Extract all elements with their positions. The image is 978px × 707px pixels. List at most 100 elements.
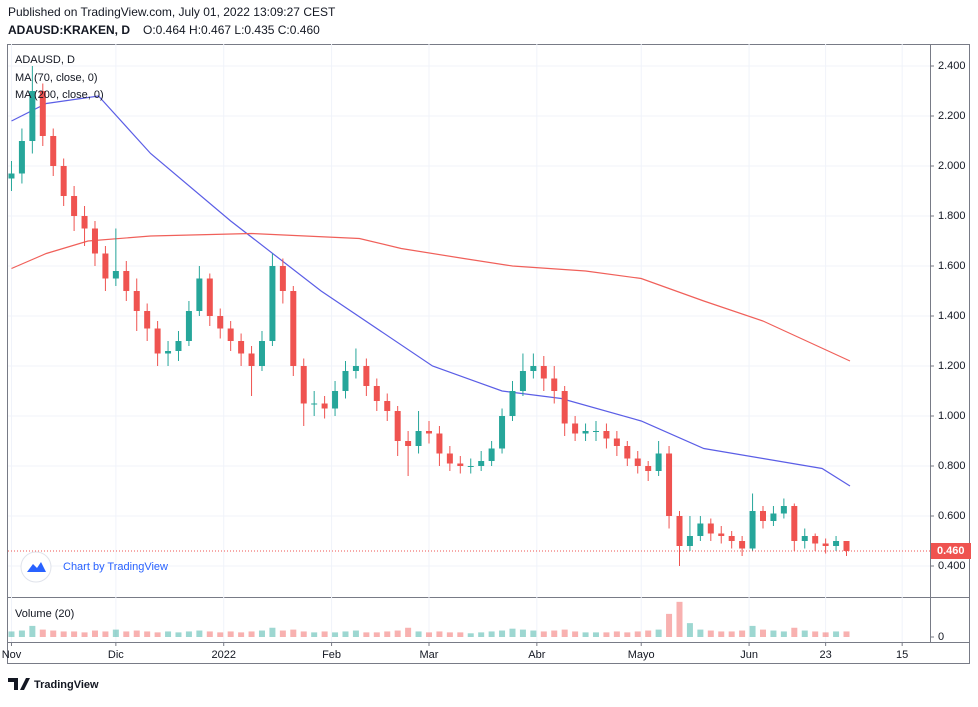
volume-bar: [812, 631, 819, 637]
moving-average: [11, 232, 851, 362]
volume-bar: [133, 630, 140, 637]
y-tick-label: 2.200: [938, 110, 966, 122]
volume-bar: [269, 627, 276, 637]
volume-bar: [822, 632, 829, 637]
candle-body: [248, 353, 255, 366]
volume-pane: [8, 601, 850, 637]
candles: [8, 66, 850, 566]
volume-bar: [39, 629, 46, 637]
candle-body: [519, 371, 526, 391]
candle-body: [676, 516, 683, 546]
volume-bar: [791, 627, 798, 637]
volume-bar: [405, 627, 412, 637]
volume-bar: [29, 625, 36, 637]
volume-bar: [425, 632, 432, 637]
x-tick-label: Dic: [108, 649, 124, 661]
candle-body: [446, 453, 453, 464]
y-tick-label: 0.600: [938, 510, 966, 522]
footer-brand: TradingView: [34, 679, 99, 691]
volume-bar: [363, 632, 370, 637]
candle-body: [718, 533, 725, 536]
y-tick-label: 1.800: [938, 210, 966, 222]
candle-body: [624, 446, 631, 459]
volume-bar: [144, 631, 151, 637]
candle-body: [144, 311, 151, 329]
volume-bar: [352, 630, 359, 637]
volume-bar: [697, 629, 704, 637]
volume-bar: [540, 631, 547, 637]
volume-bar: [60, 631, 67, 637]
legend-ma200: MA (200, close, 0): [15, 89, 104, 101]
volume-bar: [342, 631, 349, 637]
candle-body: [478, 461, 485, 466]
candle-body: [425, 431, 432, 434]
candle-body: [154, 328, 161, 354]
candle-body: [791, 506, 798, 541]
candle-body: [530, 366, 537, 371]
volume-bar: [394, 630, 401, 637]
volume-bar: [509, 628, 516, 637]
y-tick-label: 2.000: [938, 160, 966, 172]
volume-bar: [530, 630, 537, 637]
volume-bar: [248, 631, 255, 637]
volume-bar: [217, 632, 224, 637]
x-tick-label: 15: [896, 649, 908, 661]
candle-body: [133, 291, 140, 311]
candle-body: [728, 536, 735, 541]
candle-body: [175, 341, 182, 351]
legend-title: ADAUSD, D: [15, 54, 75, 66]
candle-body: [812, 536, 819, 544]
candle-body: [384, 401, 391, 411]
labels: 0.400 0.600 0.800 1.000 1.200 1.400 1.600 1.800…: [2, 60, 971, 661]
volume-bar: [592, 632, 599, 637]
candle-body: [634, 458, 641, 466]
volume-bar: [634, 631, 641, 637]
last-price-badge: [931, 543, 971, 559]
ohlc-values: O:0.464 H:0.467 L:0.435 C:0.460: [143, 23, 320, 37]
volume-bar: [780, 631, 787, 637]
volume-bar: [561, 629, 568, 637]
volume-bar: [551, 630, 558, 637]
watermark: Chart by TradingView: [20, 551, 168, 583]
volume-tick-label: 0: [938, 631, 944, 643]
candle-body: [613, 438, 620, 446]
volume-bar: [446, 632, 453, 637]
volume-bar: [258, 630, 265, 637]
candle-body: [290, 291, 297, 366]
candle-body: [509, 391, 516, 416]
moving-averages: [11, 95, 851, 487]
last-price-label: 0.460: [937, 545, 965, 557]
volume-bar: [478, 632, 485, 637]
volume-bar: [112, 629, 119, 637]
candle-body: [373, 386, 380, 401]
candle-body: [91, 228, 98, 254]
volume-bar: [519, 629, 526, 637]
volume-bar: [833, 631, 840, 637]
candle-body: [206, 278, 213, 316]
candle-body: [603, 431, 610, 439]
moving-average: [11, 95, 851, 487]
candle-body: [645, 466, 652, 471]
candle-body: [592, 431, 599, 432]
volume-bar: [373, 632, 380, 637]
candle-body: [822, 543, 829, 546]
volume-bar: [185, 631, 192, 637]
y-tick-label: 1.600: [938, 260, 966, 272]
candle-body: [488, 448, 495, 461]
volume-bar: [582, 632, 589, 637]
candle-body: [185, 311, 192, 341]
candle-body: [60, 166, 67, 196]
volume-bar: [843, 631, 850, 637]
candle-body: [269, 266, 276, 341]
volume-bar: [206, 631, 213, 637]
candle-body: [707, 523, 714, 534]
candle-body: [227, 328, 234, 341]
logo-glyph: [8, 678, 30, 690]
candle-body: [71, 196, 78, 216]
candle-body: [300, 366, 307, 404]
volume-bar: [718, 631, 725, 637]
volume-bar: [18, 630, 25, 637]
volume-bar: [415, 631, 422, 637]
candle-body: [467, 466, 474, 467]
x-tick-label: 23: [819, 649, 831, 661]
